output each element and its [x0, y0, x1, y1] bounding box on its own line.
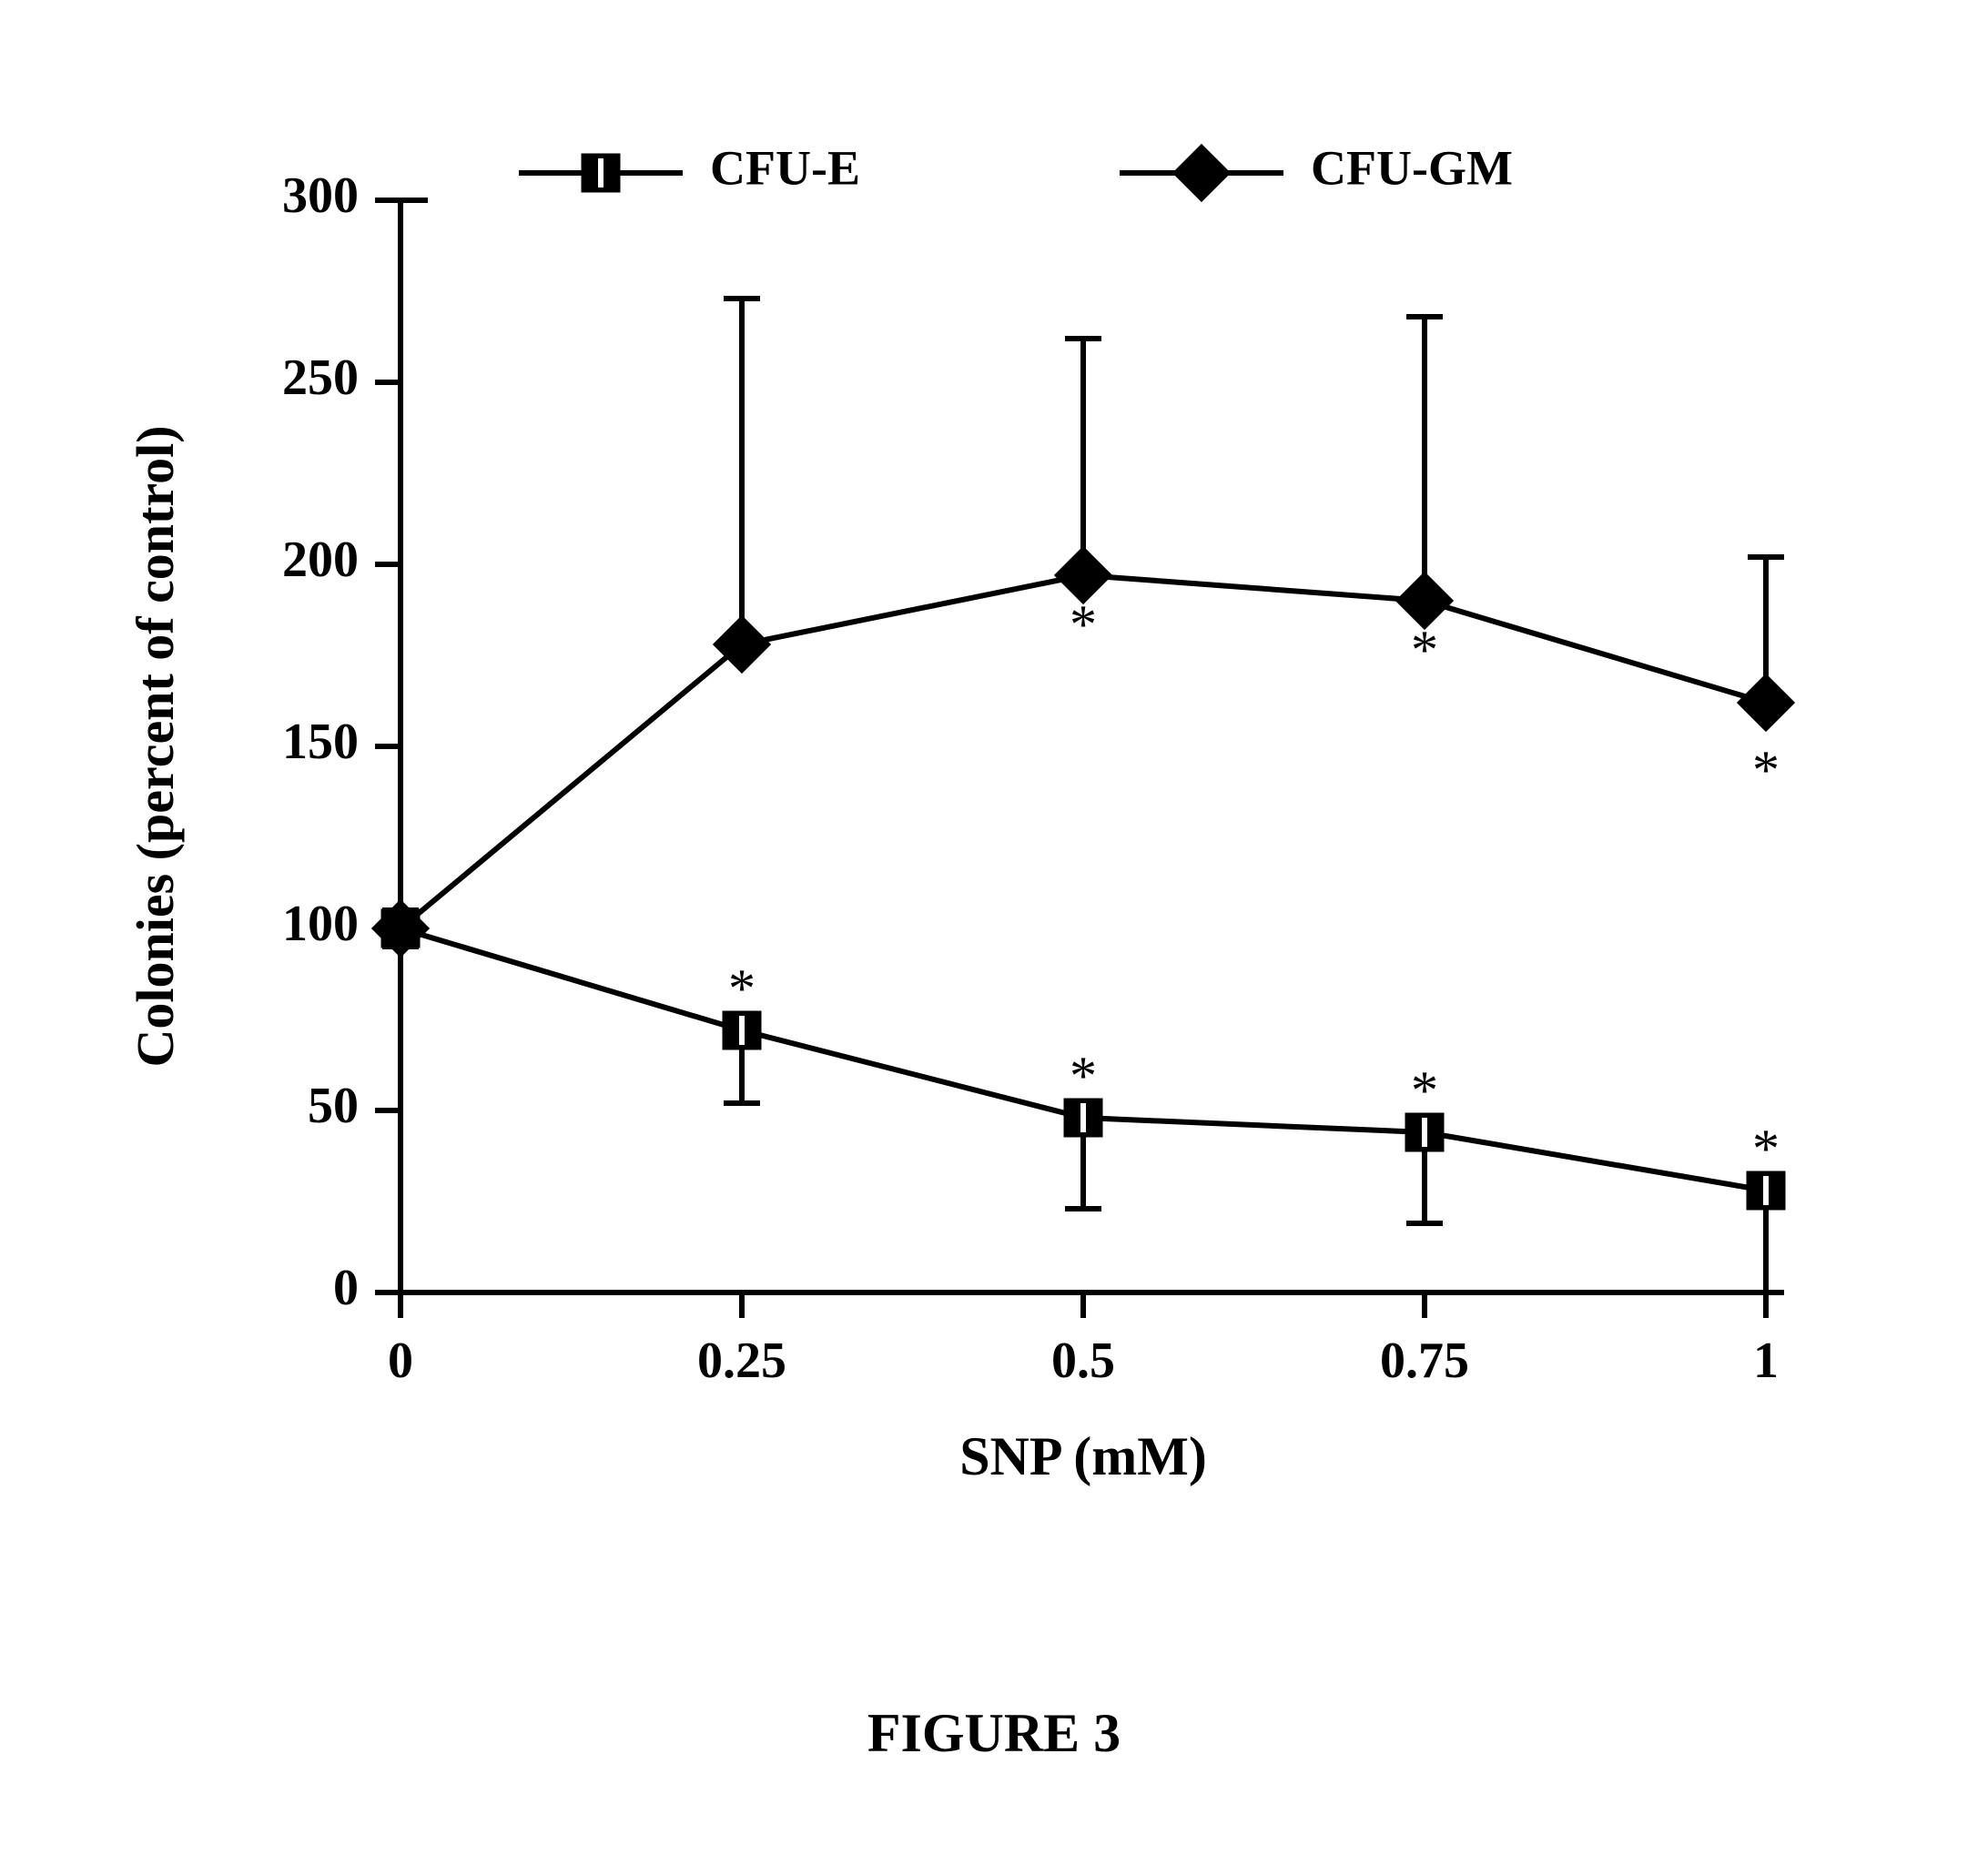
svg-text:250: 250	[282, 350, 359, 406]
svg-text:0.5: 0.5	[1051, 1333, 1115, 1389]
sig-marker: *	[1070, 594, 1097, 654]
sig-marker: *	[728, 958, 756, 1019]
svg-text:SNP (mM): SNP (mM)	[959, 1426, 1207, 1486]
sig-marker: *	[1752, 1119, 1780, 1179]
chart-container: 0 50 100 150 200 250 300 0 0.25 0.5 0.75 1 SNP (mM) C…	[91, 91, 1897, 1638]
svg-text:0: 0	[388, 1333, 413, 1389]
svg-text:50: 50	[308, 1078, 359, 1134]
svg-text:100: 100	[282, 896, 359, 952]
sig-marker: *	[1411, 1060, 1438, 1120]
sig-marker: *	[1752, 740, 1780, 800]
svg-text:150: 150	[282, 714, 359, 770]
svg-text:Colonies (percent of control): Colonies (percent of control)	[126, 425, 185, 1067]
svg-text:0: 0	[333, 1260, 359, 1316]
svg-text:1: 1	[1753, 1333, 1779, 1389]
figure-caption: FIGURE 3	[0, 1702, 1988, 1765]
page: 0 50 100 150 200 250 300 0 0.25 0.5 0.75 1 SNP (mM) C…	[0, 0, 1988, 1855]
svg-text:200: 200	[282, 532, 359, 588]
chart-svg: 0 50 100 150 200 250 300 0 0.25 0.5 0.75 1 SNP (mM) C…	[91, 91, 1897, 1638]
svg-text:300: 300	[282, 167, 359, 224]
legend-label: CFU-E	[710, 140, 860, 195]
svg-text:0.25: 0.25	[697, 1333, 786, 1389]
sig-marker: *	[1070, 1046, 1097, 1106]
svg-text:0.75: 0.75	[1380, 1333, 1469, 1389]
legend-label: CFU-GM	[1311, 140, 1513, 195]
sig-marker: *	[1411, 620, 1438, 680]
